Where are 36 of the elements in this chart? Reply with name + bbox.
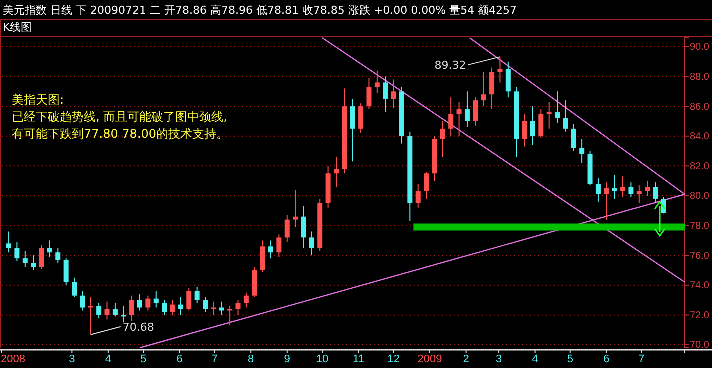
annotation: 已经下破趋势线, 而且可能破了图中颈线, [12, 110, 228, 124]
y-tick-label: 76.0 [690, 250, 710, 262]
y-tick-label: 86.0 [690, 102, 710, 113]
x-tick-label: 4 [105, 354, 112, 366]
x-tick-label: 4 [532, 354, 538, 366]
annotation: 美指天图: [12, 93, 64, 107]
x-tick-label: 3 [69, 354, 76, 366]
chart-subtitle: K线图 [3, 21, 32, 34]
y-tick-label: 74.0 [690, 280, 710, 292]
annotation: 有可能下跌到77.80 78.00的技术支持。 [12, 127, 229, 141]
x-tick-label: 9 [284, 354, 290, 366]
y-tick-label: 72.0 [690, 310, 710, 322]
x-tick-label: 6 [604, 354, 610, 366]
x-tick-label: 2009 [418, 354, 442, 366]
chart-title: 美元指数 日线 下 20090721 二 开78.86 高78.96 低78.81 收78.85 涨跌 +0.00 0.00% 量54 额4257 [3, 4, 518, 17]
x-tick-label: 12 [388, 354, 400, 366]
x-tick-label: 7 [638, 354, 645, 366]
annotation: 70.68 [122, 320, 154, 334]
y-tick-label: 88.0 [690, 72, 710, 83]
y-tick-label: 82.0 [690, 161, 710, 172]
x-tick-label: 3 [496, 354, 502, 366]
y-tick-label: 90.0 [690, 42, 710, 54]
x-tick-label: 7 [212, 354, 218, 366]
x-tick-label: 8 [248, 354, 254, 366]
x-tick-label: 11 [352, 354, 364, 366]
x-tick-label: 2 [463, 354, 470, 366]
y-tick-label: 84.0 [690, 132, 710, 143]
annotation: 89.32 [434, 59, 466, 72]
x-tick-label: 5 [567, 354, 574, 366]
y-tick-label: 78.0 [690, 220, 710, 232]
x-tick-label: 6 [176, 354, 183, 366]
y-tick-label: 80.0 [690, 191, 710, 202]
x-tick-label: 2008 [1, 354, 26, 366]
x-tick-label: 10 [316, 354, 329, 366]
y-tick-label: 70.0 [690, 340, 710, 352]
x-tick-label: 5 [140, 354, 147, 366]
